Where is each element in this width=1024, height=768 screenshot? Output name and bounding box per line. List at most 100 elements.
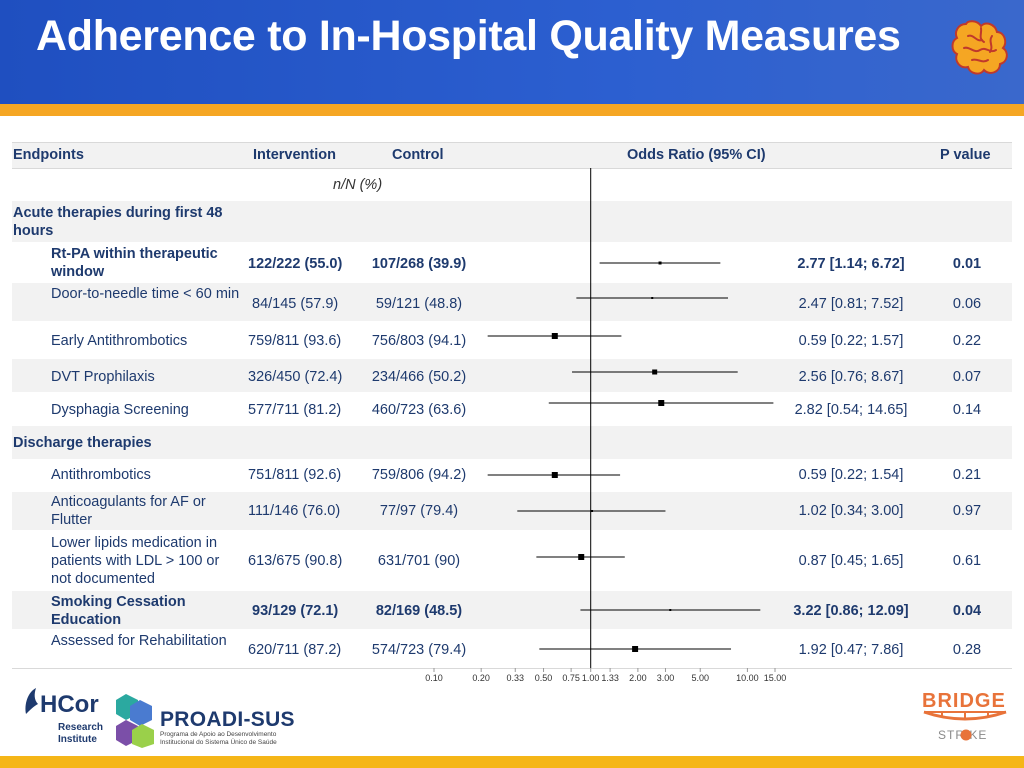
point-estimate [578, 554, 585, 560]
row-control: 107/268 (39.9) [371, 256, 467, 272]
axis-tick-label: 5.00 [691, 673, 709, 683]
point-estimate [669, 609, 672, 611]
row-intervention: 84/145 (57.9) [252, 296, 339, 312]
point-estimate [651, 297, 654, 299]
row-p-value: 0.04 [952, 603, 982, 619]
hcor-logo: HCor [25, 688, 99, 718]
col-header-endpoints: Endpoints [13, 147, 84, 163]
row-intervention: 620/711 (87.2) [248, 642, 342, 658]
row-p-value: 0.21 [952, 467, 982, 483]
axis-tick-label: 0.75 [562, 673, 580, 683]
row-p-value: 0.14 [952, 402, 982, 418]
row-band [12, 591, 1012, 629]
row-or-text: 3.22 [0.86; 12.09] [793, 603, 909, 619]
row-or-text: 2.47 [0.81; 7.52] [798, 296, 904, 312]
row-label: DVT Prophilaxis [51, 369, 155, 385]
bridge-logo-text: BRIDGE [922, 690, 1006, 712]
row-label: Antithrombotics [51, 467, 151, 483]
row-control: 574/723 (79.4) [371, 642, 467, 658]
proadi-sus-logo-text: PROADI-SUS [160, 708, 295, 731]
col-header-control: Control [392, 147, 444, 163]
row-control: 460/723 (63.6) [371, 402, 467, 418]
row-or-text: 2.56 [0.76; 8.67] [798, 369, 904, 385]
row-label: Door-to-needle time < 60 min [51, 286, 240, 302]
axis-tick-label: 0.33 [506, 673, 524, 683]
row-intervention: 326/450 (72.4) [248, 369, 343, 385]
row-p-value: 0.97 [952, 503, 982, 519]
row-p-value: 0.07 [952, 369, 982, 385]
row-label: Smoking Cessation Education [51, 594, 186, 628]
footer-stripe [0, 756, 1024, 768]
row-or-text: 2.82 [0.54; 14.65] [794, 402, 908, 418]
group-band-acute [12, 201, 1012, 242]
axis-tick-label: 2.00 [629, 673, 647, 683]
axis-tick-label: 1.00 [582, 673, 600, 683]
row-label: Assessed for Rehabilitation [51, 633, 227, 649]
row-control: 631/701 (90) [377, 553, 461, 569]
row-control: 234/466 (50.2) [371, 369, 467, 385]
axis-tick-label: 15.00 [764, 673, 787, 683]
header-band [12, 143, 1012, 168]
row-p-value: 0.06 [952, 296, 982, 312]
row-intervention: 613/675 (90.8) [248, 553, 343, 569]
row-control: 759/806 (94.2) [371, 467, 467, 483]
row-label: Lower lipids medication in patients with… [51, 535, 220, 587]
header-rule [12, 168, 1012, 169]
row-intervention: 751/811 (92.6) [248, 467, 342, 483]
axis-tick-label: 1.33 [601, 673, 619, 683]
point-estimate [632, 646, 639, 652]
row-or-text: 1.92 [0.47; 7.86] [798, 642, 904, 658]
row-intervention: 577/711 (81.2) [248, 402, 342, 418]
research-institute-label: Research Institute [58, 722, 104, 745]
row-p-value: 0.01 [952, 256, 982, 272]
point-estimate [652, 369, 658, 375]
bridge-arch-icon [923, 710, 1007, 721]
proadi-sus-subtitle: Programa de Apoio ao Desenvolvimento Ins… [160, 731, 277, 746]
proadi-sus-icon [116, 694, 154, 748]
point-estimate [591, 510, 594, 512]
row-intervention: 759/811 (93.6) [248, 333, 342, 349]
row-label: Anticoagulants for AF or Flutter [51, 494, 206, 528]
row-p-value: 0.28 [952, 642, 982, 658]
axis-tick-label: 0.20 [472, 673, 490, 683]
row-control: 756/803 (94.1) [371, 333, 467, 349]
col-header-p-value: P value [940, 147, 991, 163]
col-header-odds-ratio: Odds Ratio (95% CI) [627, 147, 766, 163]
point-estimate [658, 400, 665, 406]
axis-tick-label: 3.00 [657, 673, 675, 683]
hcor-logo-text: HCor [40, 691, 99, 718]
axis-tick-label: 0.50 [535, 673, 553, 683]
brain-small-icon [960, 729, 972, 741]
row-intervention: 122/222 (55.0) [248, 256, 343, 272]
table-top-rule [12, 142, 1012, 143]
table-bottom-rule [12, 668, 1012, 669]
units-label: n/N (%) [333, 177, 383, 193]
row-band [12, 359, 1012, 392]
point-estimate [658, 261, 662, 265]
row-p-value: 0.61 [952, 553, 982, 569]
axis-tick-label: 0.10 [425, 673, 443, 683]
group-label-discharge: Discharge therapies [13, 435, 152, 451]
page-title: Adherence to In-Hospital Quality Measure… [36, 12, 901, 60]
row-p-value: 0.22 [952, 333, 982, 349]
header-stripe [0, 104, 1024, 116]
row-control: 77/97 (79.4) [379, 503, 459, 519]
row-or-text: 2.77 [1.14; 6.72] [797, 256, 905, 272]
row-control: 59/121 (48.8) [375, 296, 463, 312]
group-band-discharge [12, 426, 1012, 459]
row-band [12, 283, 1012, 321]
col-header-intervention: Intervention [253, 147, 336, 163]
group-label-acute: Acute therapies during first 48 hours [13, 205, 223, 239]
row-label: Early Antithrombotics [51, 333, 188, 349]
row-or-text: 0.59 [0.22; 1.57] [798, 333, 904, 349]
row-or-text: 0.59 [0.22; 1.54] [798, 467, 904, 483]
row-intervention: 111/146 (76.0) [248, 503, 341, 519]
row-intervention: 93/129 (72.1) [252, 603, 339, 619]
axis-tick-label: 10.00 [736, 673, 759, 683]
brain-icon [951, 20, 1008, 75]
row-or-text: 0.87 [0.45; 1.65] [798, 553, 904, 569]
row-label: Dysphagia Screening [51, 402, 189, 418]
row-band [12, 492, 1012, 530]
title-bar [0, 0, 1024, 104]
